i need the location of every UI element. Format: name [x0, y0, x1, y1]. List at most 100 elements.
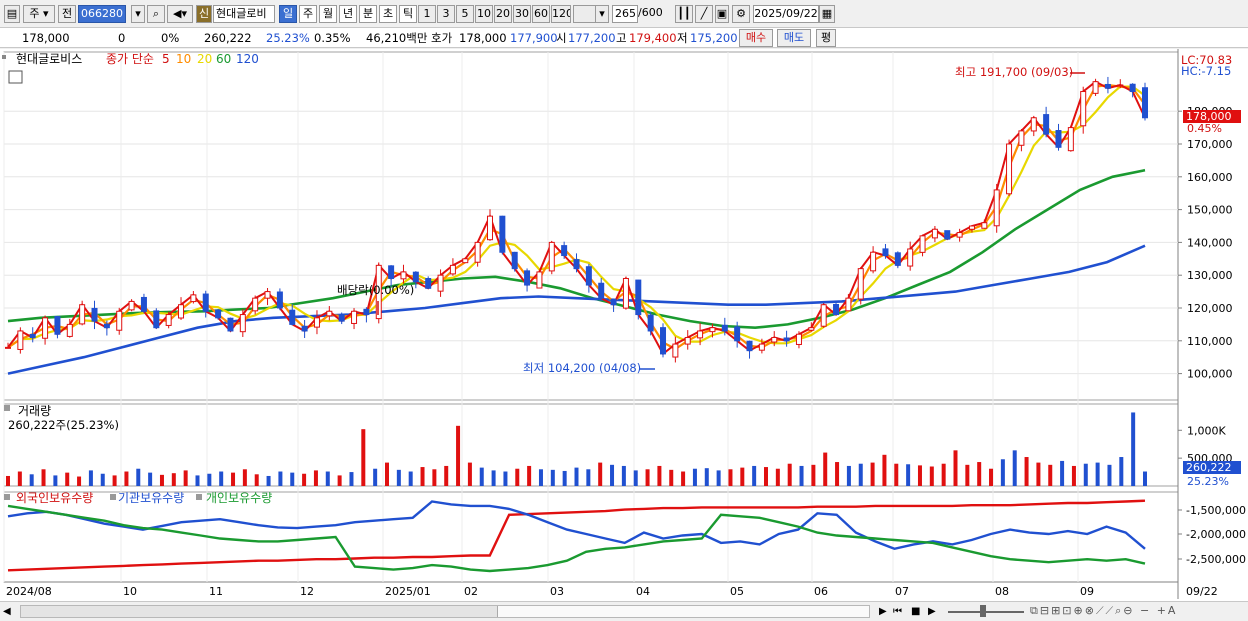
candle-body [610, 298, 617, 306]
search-icon[interactable]: ⌕ [147, 5, 165, 23]
date-input[interactable]: 2025/09/22 [753, 5, 819, 23]
sound-icon[interactable]: ◀▾ [167, 5, 193, 23]
chart-tool-icons[interactable]: ⧉⊟⊞⊡⊕⊗⟋⟋⌕⊖ − +A [1030, 604, 1178, 617]
minute-5-button[interactable]: 5 [456, 5, 474, 23]
volume-bar [728, 469, 733, 486]
candle-body [239, 314, 246, 333]
legend-ma-20[interactable]: 20 [197, 52, 212, 66]
scroll-right-icon[interactable]: ▶ [879, 606, 887, 617]
minute-30-button[interactable]: 30 [513, 5, 531, 23]
sell-button[interactable]: 매도 [777, 29, 811, 47]
stock-code-input[interactable]: 066280 [78, 5, 126, 23]
volume-bar [207, 473, 212, 486]
volume-bar [491, 470, 496, 486]
minute-3-button[interactable]: 3 [437, 5, 455, 23]
rewind-icon[interactable]: ⏮ [893, 606, 902, 617]
scrollbar-thumb[interactable] [497, 606, 869, 617]
legend-marker [2, 55, 6, 59]
period-year-tab[interactable]: 년 [339, 5, 357, 23]
volume-bar [894, 463, 899, 486]
legend-ma-5[interactable]: 5 [162, 52, 170, 66]
candle-body [1006, 143, 1013, 195]
candle-body [116, 310, 123, 331]
period-month-tab[interactable]: 월 [319, 5, 337, 23]
count-input[interactable]: 265 [612, 5, 638, 23]
minute-10-button[interactable]: 10 [475, 5, 493, 23]
save-icon[interactable]: ▣ [715, 5, 729, 23]
candle-body [474, 241, 481, 263]
candle-body [1067, 127, 1074, 152]
market-select[interactable]: 주 ▾ [23, 5, 55, 23]
volume-bar [124, 471, 129, 486]
volume-title[interactable]: 거래량 [18, 404, 51, 418]
candle-body [919, 235, 926, 253]
candle-body [1129, 83, 1136, 93]
candle-body [647, 314, 654, 332]
legend-ma-10[interactable]: 10 [176, 52, 191, 66]
minute-1-button[interactable]: 1 [418, 5, 436, 23]
candle-body [178, 304, 185, 319]
last-percent-label: 0.45% [1187, 122, 1222, 135]
candle-body [437, 274, 444, 292]
volume-bar [1024, 457, 1029, 486]
stock-name-field: 현대글로비 [213, 5, 275, 23]
zoom-slider-handle[interactable] [980, 605, 986, 617]
legend-ma-label[interactable]: 종가 단순 [106, 52, 154, 66]
table-toggle-icon[interactable] [8, 70, 23, 84]
buy-button[interactable]: 매수 [739, 29, 773, 47]
horizontal-scrollbar[interactable] [20, 605, 870, 618]
code-dropdown-icon[interactable]: ▾ [131, 5, 145, 23]
ma-60-line [7, 168, 1146, 330]
volume-last-value: 260,222 [1186, 461, 1232, 474]
time-tick-label: 09/22 [1186, 585, 1218, 598]
period-week-tab[interactable]: 주 [299, 5, 317, 23]
candle-body [511, 251, 518, 270]
play-icon[interactable]: ▶ [928, 606, 936, 617]
volume-bar [254, 474, 259, 486]
legend-stock-name[interactable]: 현대글로비스 [16, 52, 82, 66]
foreign-holdings-label[interactable]: 외국인보유수량 [16, 491, 93, 505]
legend-ma-60[interactable]: 60 [216, 52, 231, 66]
candle-body [857, 268, 864, 300]
average-button[interactable]: 평 [816, 29, 836, 47]
period-minute-tab[interactable]: 분 [359, 5, 377, 23]
zoom-slider-track[interactable] [948, 611, 1024, 613]
candle-type-icon[interactable]: ┃┃ [675, 5, 693, 23]
period-day-tab[interactable]: 일 [279, 5, 297, 23]
gear-icon[interactable]: ⚙ [732, 5, 750, 23]
individual-holdings-label[interactable]: 개인보유수량 [206, 491, 272, 505]
volume-bar [550, 469, 555, 486]
volume-bar [669, 469, 674, 486]
institution-holdings-label[interactable]: 기관보유수량 [118, 491, 184, 505]
scroll-left-icon[interactable]: ◀ [3, 606, 11, 617]
minute-120-button[interactable]: 120 [551, 5, 571, 23]
draw-tool-icon[interactable]: ╱ [695, 5, 713, 23]
minute-60-button[interactable]: 60 [532, 5, 550, 23]
candle-body [1043, 114, 1050, 135]
period-combo-dropdown-icon[interactable]: ▾ [595, 5, 609, 23]
candle-body [202, 293, 209, 312]
period-second-tab[interactable]: 초 [379, 5, 397, 23]
chart-area[interactable]: 180,000170,000160,000150,000140,000130,0… [0, 49, 1248, 601]
volume-panel-frame [3, 403, 1179, 487]
period-tick-tab[interactable]: 틱 [399, 5, 417, 23]
count-max: /600 [638, 6, 663, 19]
minute-20-button[interactable]: 20 [494, 5, 512, 23]
stop-icon[interactable]: ■ [911, 606, 921, 617]
legend-ma-120[interactable]: 120 [236, 52, 259, 66]
candle-body [313, 317, 320, 328]
volume-percent: 0.35% [314, 31, 351, 45]
volume-bar [373, 468, 378, 486]
volume-bar [823, 452, 828, 486]
candle-body [783, 337, 790, 342]
price-tick-label: 100,000 [1187, 368, 1233, 381]
prev-tab[interactable]: 전 [58, 5, 76, 23]
volume-bar [906, 464, 911, 486]
volume-bar [799, 465, 804, 486]
calendar-icon[interactable]: ▦ [819, 5, 835, 23]
time-tick-label: 12 [300, 585, 314, 598]
window-menu-icon[interactable]: ▤ [4, 5, 20, 23]
candle-body [894, 252, 901, 266]
volume-bar [136, 468, 141, 486]
volume-last-box [1183, 461, 1241, 474]
